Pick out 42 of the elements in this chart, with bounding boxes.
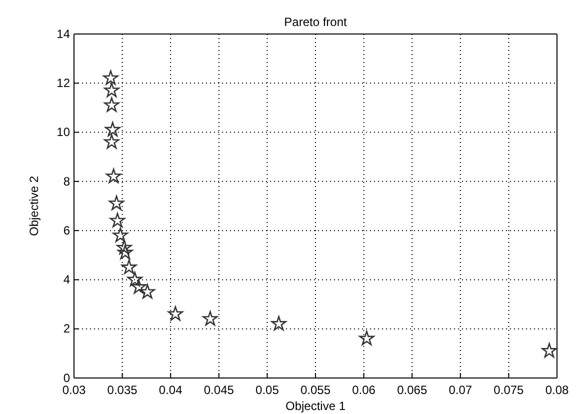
chart-title: Pareto front xyxy=(284,15,348,29)
x-tick-label: 0.04 xyxy=(158,383,183,398)
point xyxy=(106,168,122,184)
point xyxy=(104,82,120,98)
y-tick-label: 8 xyxy=(63,174,70,188)
point xyxy=(127,272,142,286)
point xyxy=(168,306,184,321)
x-tick-label: 0.05 xyxy=(256,383,280,398)
y-tick-label: 2 xyxy=(63,322,70,336)
point xyxy=(359,330,374,346)
point xyxy=(104,97,120,112)
point xyxy=(108,196,124,210)
y-tick-label: 4 xyxy=(63,272,70,287)
point xyxy=(202,311,218,326)
y-tick-label: 6 xyxy=(63,223,70,238)
x-tick-label: 0.035 xyxy=(107,383,138,398)
y-axis-title: Objective 2 xyxy=(27,176,41,236)
point xyxy=(112,228,128,242)
y-tick-label: 12 xyxy=(56,76,70,90)
point xyxy=(271,316,286,331)
point xyxy=(118,244,133,260)
x-tick-label: 0.065 xyxy=(397,383,428,398)
x-tick-label: 0.07 xyxy=(448,383,472,398)
x-tick-label: 0.055 xyxy=(300,383,331,398)
point xyxy=(104,134,120,149)
point xyxy=(103,70,118,85)
point xyxy=(116,240,132,254)
point xyxy=(140,284,156,299)
x-axis-title: Objective 1 xyxy=(285,399,346,413)
x-tick-label: 0.06 xyxy=(352,383,376,398)
y-tick-label: 10 xyxy=(56,125,70,140)
point xyxy=(131,279,146,294)
point xyxy=(121,259,137,274)
y-tick-label: 14 xyxy=(56,26,70,41)
y-tick-label: 0 xyxy=(63,370,70,385)
x-tick-label: 0.075 xyxy=(494,383,524,398)
x-tick-label: 0.03 xyxy=(62,383,86,398)
x-tick-label: 0.045 xyxy=(204,383,234,398)
point xyxy=(542,343,557,358)
point xyxy=(105,122,120,136)
point xyxy=(110,212,126,228)
x-tick-label: 0.08 xyxy=(545,383,569,398)
